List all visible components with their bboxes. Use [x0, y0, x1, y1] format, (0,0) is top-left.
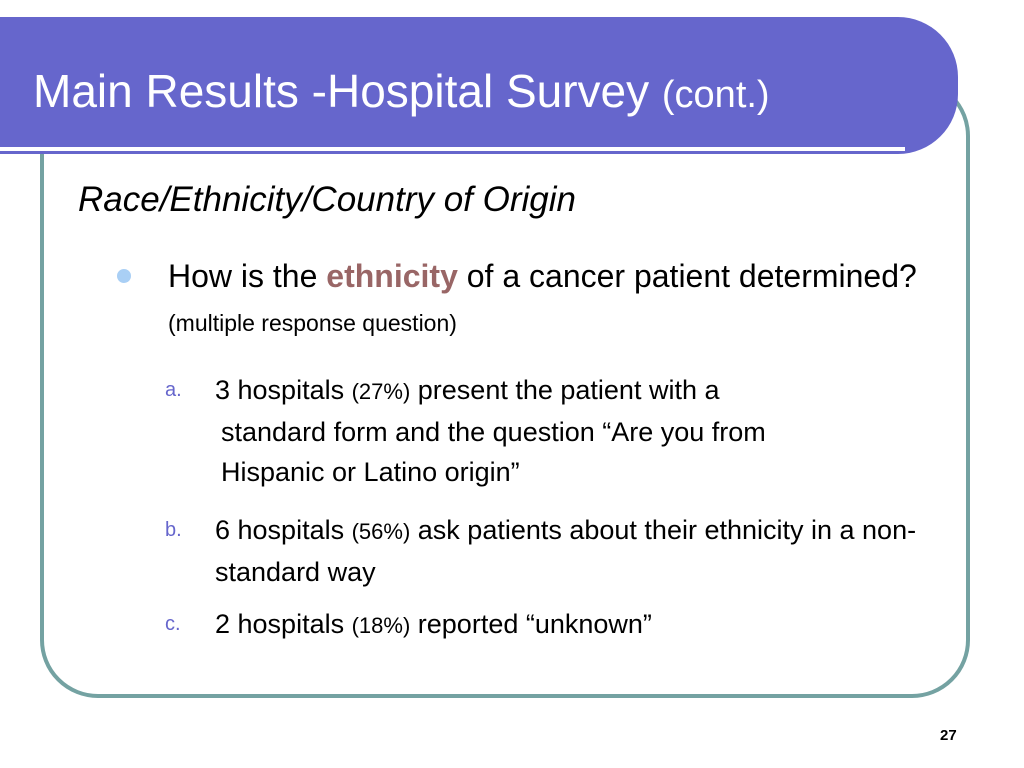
- answer-marker: a.: [165, 379, 182, 401]
- answer-lead: 3 hospitals: [215, 375, 352, 405]
- question-prefix: How is the: [168, 258, 327, 294]
- answer-body: 2 hospitals (18%) reported “unknown”: [215, 604, 925, 646]
- question-keyword: ethnicity: [326, 258, 458, 294]
- answer-rest: ask patients about their ethnicity in a …: [215, 515, 917, 587]
- answer-item-a: a. 3 hospitals (27%) present the patient…: [165, 370, 925, 492]
- answer-percent: (56%): [351, 519, 411, 544]
- question-text: How is the ethnicity of a cancer patient…: [168, 254, 928, 345]
- answer-body: 3 hospitals (27%) present the patient wi…: [215, 370, 925, 492]
- question-note: (multiple response question): [168, 310, 457, 336]
- title-band: Main Results -Hospital Survey (cont.): [0, 17, 958, 154]
- answer-item-c: c. 2 hospitals (18%) reported “unknown”: [165, 604, 925, 646]
- answer-body: 6 hospitals (56%) ask patients about the…: [215, 510, 925, 592]
- question-suffix: of a cancer patient determined?: [457, 258, 917, 294]
- answer-lead: 2 hospitals: [215, 609, 352, 639]
- page-number: 27: [940, 727, 957, 744]
- answer-rest: reported “unknown”: [410, 609, 652, 639]
- answer-line1-rest: present the patient with a: [410, 375, 720, 405]
- slide-title-main: Main Results -Hospital Survey: [33, 65, 650, 117]
- answer-percent: (18%): [351, 613, 411, 638]
- section-heading: Race/Ethnicity/Country of Origin: [78, 180, 576, 219]
- answer-lead: 6 hospitals: [215, 515, 352, 545]
- answer-percent: (27%): [351, 379, 411, 404]
- bullet-icon: [117, 269, 131, 283]
- answer-marker: b.: [165, 519, 182, 541]
- slide-title: Main Results -Hospital Survey (cont.): [33, 64, 770, 118]
- answer-item-b: b. 6 hospitals (56%) ask patients about …: [165, 510, 925, 592]
- slide-title-suffix: (cont.): [661, 74, 770, 116]
- answer-marker: c.: [165, 613, 181, 635]
- title-underline: [0, 147, 905, 151]
- answer-line2: standard form and the question “Are you …: [221, 417, 766, 447]
- content-frame: [40, 78, 970, 698]
- answer-line3: Hispanic or Latino origin”: [221, 457, 520, 487]
